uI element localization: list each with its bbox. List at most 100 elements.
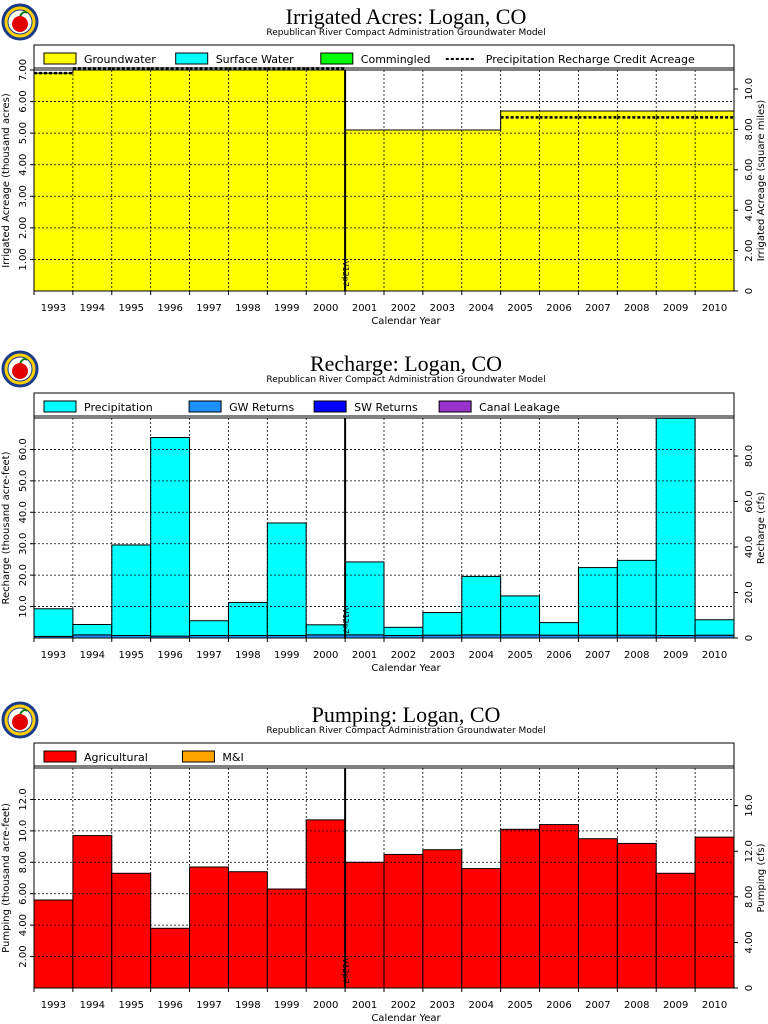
xtick-label: 1997 <box>196 1000 221 1011</box>
bar-agricultural <box>383 853 424 989</box>
ytick-label: 8.00 <box>18 851 29 873</box>
xtick-label: 1993 <box>41 1000 66 1011</box>
apple-logo <box>1 701 39 739</box>
xtick-label: 1993 <box>41 303 66 314</box>
legend-swatch <box>320 52 354 65</box>
xtick-label: 2003 <box>430 1000 455 1011</box>
xtick-label: 1996 <box>157 1000 182 1011</box>
chart-title: Pumping: Logan, CO <box>312 702 501 727</box>
ytick-label: 4.00 <box>18 914 29 936</box>
legend-swatch <box>175 52 209 65</box>
xtick-label: 1995 <box>118 650 143 661</box>
xtick-label: 2003 <box>430 650 455 661</box>
ytick-label: 4.00 <box>18 154 29 176</box>
bar-agricultural <box>422 849 463 989</box>
xtick-label: 1996 <box>157 303 182 314</box>
xtick-label: 1995 <box>118 1000 143 1011</box>
ytick-label: 1.00 <box>18 248 29 270</box>
xtick-label: 2002 <box>391 650 416 661</box>
bar-precipitation <box>72 623 113 636</box>
ytick-label: 40.0 <box>18 501 29 523</box>
y-axis-label: Irrigated Acreage (thousand acres) <box>1 93 12 268</box>
xtick-label: 2010 <box>702 1000 727 1011</box>
xtick-label: 1997 <box>196 303 221 314</box>
bar-precipitation <box>33 608 74 637</box>
bar-agricultural <box>150 927 191 989</box>
x-axis-label: Calendar Year <box>371 1013 441 1024</box>
xtick-label: 2005 <box>507 303 532 314</box>
bar-precipitation <box>539 622 579 636</box>
bar-agricultural <box>33 899 74 989</box>
ytick-label: 30.0 <box>18 533 29 555</box>
xtick-label: 1994 <box>80 1000 105 1011</box>
xtick-label: 2008 <box>624 650 649 661</box>
legend-swatch <box>43 750 77 763</box>
legend-label: Commingled <box>361 53 431 66</box>
xtick-label: 1998 <box>235 303 260 314</box>
bar-agricultural <box>539 824 579 989</box>
xtick-label: 2009 <box>663 303 688 314</box>
bar-agricultural <box>111 872 152 989</box>
ytick-right-label: 0 <box>744 288 755 294</box>
chart-subtitle: Republican River Compact Administration … <box>266 726 545 736</box>
plot-border <box>33 69 735 292</box>
leaf-icon <box>19 709 28 715</box>
legend-label: M&I <box>222 751 243 764</box>
legend-swatch <box>188 400 222 413</box>
legend-label: Canal Leakage <box>479 401 560 414</box>
legend-label: Agricultural <box>84 751 148 764</box>
legend-label: Precipitation <box>84 401 153 414</box>
ytick-right-label: 6.00 <box>744 159 755 181</box>
ytick-right-label: 12.0 <box>744 840 755 862</box>
ytick-right-label: 8.00 <box>744 118 755 140</box>
ytick-label: 5.00 <box>18 122 29 144</box>
xtick-label: 2008 <box>624 1000 649 1011</box>
bar-agricultural <box>694 836 735 989</box>
bar-precipitation <box>150 436 191 637</box>
xtick-label: 2004 <box>468 303 493 314</box>
xtick-label: 1997 <box>196 650 221 661</box>
bar-precipitation <box>111 544 152 636</box>
leaf-icon <box>19 11 28 17</box>
bar-agricultural <box>500 828 541 989</box>
x-axis-label: Calendar Year <box>371 663 441 674</box>
xtick-label: 2004 <box>468 650 493 661</box>
xtick-label: 2006 <box>546 650 571 661</box>
bar-precipitation <box>461 575 502 636</box>
legend-label: SW Returns <box>354 401 418 414</box>
chart-title: Irrigated Acres: Logan, CO <box>286 4 527 29</box>
version-marker-label: V12p7 <box>341 261 350 287</box>
bar-precipitation <box>655 417 696 636</box>
ytick-label: 3.00 <box>18 185 29 207</box>
xtick-label: 2002 <box>391 303 416 314</box>
bar-agricultural <box>577 838 618 989</box>
bar-agricultural <box>227 871 268 989</box>
xtick-label: 2005 <box>507 1000 532 1011</box>
ytick-right-label: 4.00 <box>744 199 755 221</box>
xtick-label: 2005 <box>507 650 532 661</box>
legend-swatch <box>438 400 472 413</box>
bar-agricultural <box>305 819 346 989</box>
ytick-label: 60.0 <box>18 438 29 460</box>
bar-precipitation <box>266 522 307 636</box>
bar-agricultural <box>72 835 113 989</box>
leaf-icon <box>19 358 28 364</box>
bar-agricultural <box>655 872 696 989</box>
legend-swatch <box>313 400 347 413</box>
legend-label: GW Returns <box>229 401 294 414</box>
legend-label: Precipitation Recharge Credit Acreage <box>486 53 695 66</box>
y-axis-right-label: Pumping (cfs) <box>756 843 767 912</box>
ytick-label: 50.0 <box>18 470 29 492</box>
apple-logo <box>1 3 39 41</box>
bar-precipitation <box>227 601 268 636</box>
bar-agricultural <box>189 866 229 989</box>
bar-precipitation <box>616 559 657 636</box>
xtick-label: 1998 <box>235 650 260 661</box>
bar-agricultural <box>616 842 657 989</box>
version-marker-label: V12p7 <box>341 608 350 634</box>
bar-agricultural <box>461 868 502 989</box>
xtick-label: 2007 <box>585 1000 610 1011</box>
